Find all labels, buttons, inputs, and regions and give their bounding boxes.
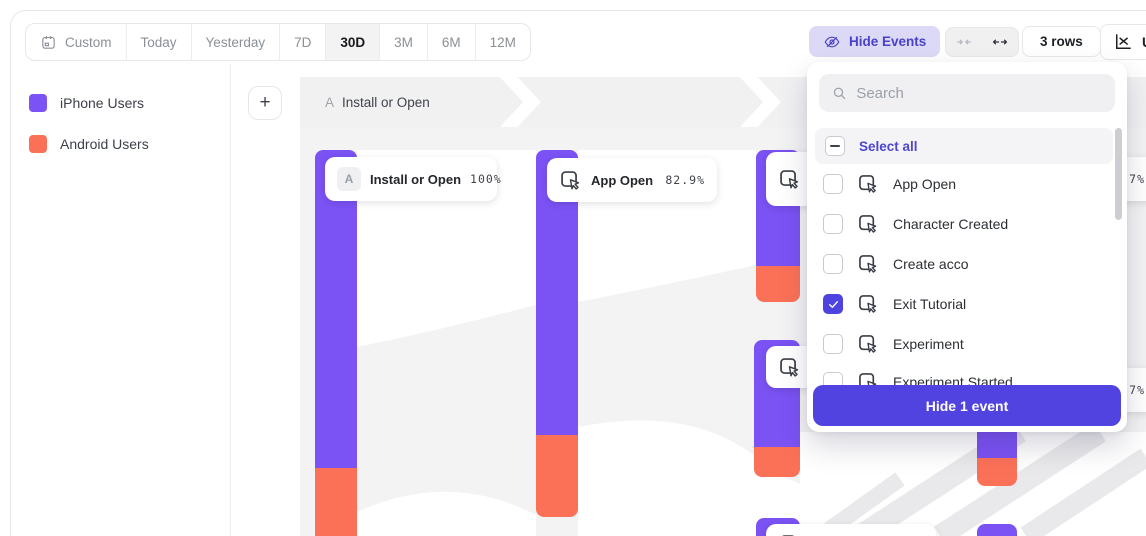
rows-count-button[interactable]: 3 rows <box>1022 26 1101 57</box>
hide-events-button[interactable]: Hide Events <box>809 26 941 57</box>
hide-selected-events-button[interactable]: Hide 1 event <box>813 385 1121 426</box>
bar-step1-android[interactable] <box>315 468 357 536</box>
event-icon <box>778 356 801 379</box>
event-row-experiment[interactable]: Experiment <box>823 324 1107 364</box>
step-card-label: App Open <box>591 172 654 188</box>
step-card-app-open[interactable]: App Open 82.9% <box>547 158 717 202</box>
arrows-outward-icon <box>992 39 1008 45</box>
event-search <box>819 74 1115 112</box>
event-icon <box>559 169 582 192</box>
date-range-7d[interactable]: 7D <box>279 24 325 60</box>
arrows-inward-icon <box>956 39 972 45</box>
event-icon <box>857 333 879 355</box>
event-icon <box>778 533 801 536</box>
date-range-selector: Custom Today Yesterday 7D 30D 3M 6M 12M <box>25 23 531 61</box>
step-card-install-or-open[interactable]: A Install or Open 100% <box>325 157 501 201</box>
select-all-checkbox[interactable] <box>825 136 845 156</box>
bar-step1-iphone[interactable] <box>315 150 357 468</box>
event-row-create-acco[interactable]: Create acco <box>823 244 1107 284</box>
date-range-6m[interactable]: 6M <box>426 24 475 60</box>
iphone-swatch <box>29 94 47 112</box>
legend-item-android[interactable]: Android Users <box>29 135 149 153</box>
collapse-columns-button[interactable] <box>946 28 982 56</box>
event-icon <box>857 173 879 195</box>
expand-columns-button[interactable] <box>982 28 1018 56</box>
panel-scrollbar[interactable] <box>1115 128 1122 220</box>
event-icon <box>857 293 879 315</box>
event-label: App Open <box>893 176 957 192</box>
chart-axis-icon <box>1116 34 1131 49</box>
legend-item-iphone[interactable]: iPhone Users <box>29 94 144 112</box>
event-label: Exit Tutorial <box>893 296 967 312</box>
chart-view-button[interactable]: U <box>1100 24 1146 60</box>
step-card-partially-hidden-3[interactable] <box>766 524 936 536</box>
bar-step5-android[interactable] <box>754 447 800 477</box>
step-card-value: 82.9% <box>665 173 705 187</box>
event-row-app-open[interactable]: App Open <box>823 164 1107 204</box>
step-name: Install or Open <box>342 94 430 110</box>
legend-divider <box>230 64 231 536</box>
select-all-row[interactable]: Select all <box>815 128 1113 164</box>
search-input[interactable] <box>856 84 1103 102</box>
date-range-yesterday[interactable]: Yesterday <box>190 24 280 60</box>
event-checkbox[interactable] <box>823 334 843 354</box>
search-icon <box>833 87 846 100</box>
android-swatch <box>29 135 47 153</box>
chart-view-label: U <box>1142 34 1146 50</box>
event-icon <box>778 168 801 191</box>
bar-step8-iphone[interactable] <box>977 524 1017 536</box>
bar-step2-android[interactable] <box>536 435 578 517</box>
event-icon <box>857 213 879 235</box>
step-a-band-label[interactable]: A Install or Open <box>325 77 430 127</box>
bar-step6-android[interactable] <box>977 458 1017 486</box>
event-label: Create acco <box>893 256 969 272</box>
step-letter-icon: A <box>337 167 361 191</box>
event-checkbox[interactable] <box>823 214 843 234</box>
eye-off-icon <box>824 36 840 47</box>
bar-step3-android[interactable] <box>756 266 800 302</box>
funnel-chart-area: A Install or Open 100% App Open 82.9% ES… <box>300 127 1146 536</box>
date-range-3m[interactable]: 3M <box>379 24 427 60</box>
event-icon <box>857 253 879 275</box>
event-row-exit-tutorial[interactable]: Exit Tutorial <box>823 284 1107 324</box>
date-range-12m[interactable]: 12M <box>474 24 530 60</box>
select-all-label: Select all <box>859 138 918 154</box>
iphone-label: iPhone Users <box>60 95 145 111</box>
step-prefix: A <box>325 94 335 110</box>
hide-events-label: Hide Events <box>849 34 927 49</box>
date-range-label: Custom <box>65 34 112 50</box>
step-card-value: 100% <box>470 172 502 186</box>
calendar-icon <box>42 35 55 49</box>
add-step-button[interactable]: + <box>248 86 282 120</box>
step-card-label: Install or Open <box>370 171 462 187</box>
android-label: Android Users <box>60 136 149 152</box>
event-label: Character Created <box>893 216 1009 232</box>
event-checkbox[interactable] <box>823 174 843 194</box>
event-label: Experiment <box>893 336 964 352</box>
event-checkbox-checked[interactable] <box>823 294 843 314</box>
event-checkbox[interactable] <box>823 254 843 274</box>
date-range-today[interactable]: Today <box>125 24 191 60</box>
date-range-30d[interactable]: 30D <box>325 24 380 60</box>
date-range-custom[interactable]: Custom <box>26 24 126 60</box>
column-width-toggle-group <box>945 27 1019 57</box>
hide-events-panel: Select all App Open Character Created Cr… <box>807 62 1127 432</box>
event-row-character-created[interactable]: Character Created <box>823 204 1107 244</box>
